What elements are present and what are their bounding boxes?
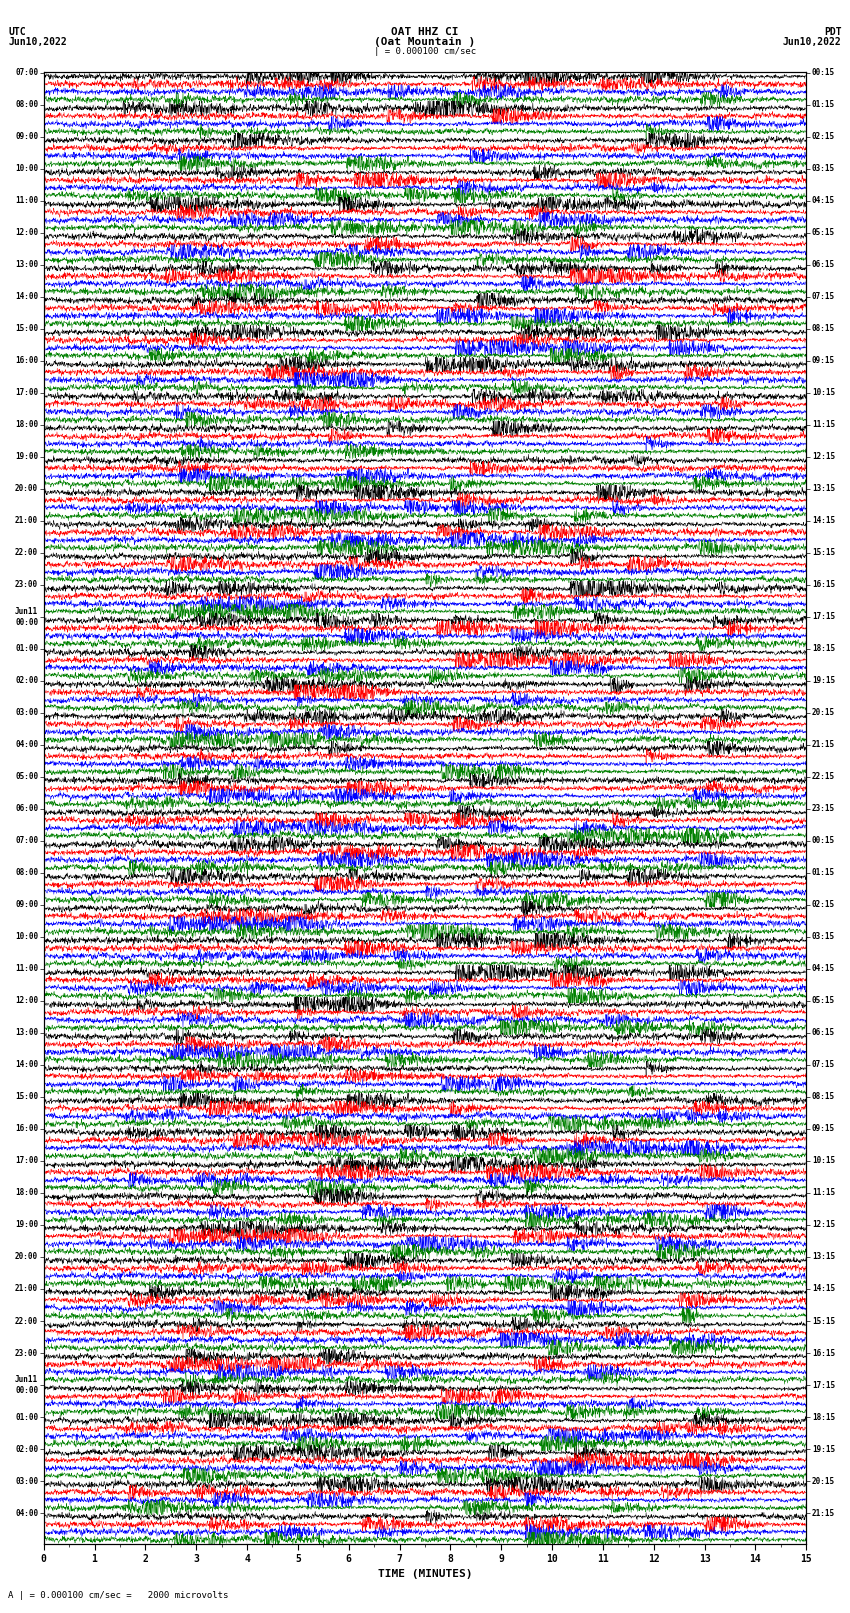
Text: Jun10,2022: Jun10,2022 xyxy=(8,37,67,47)
Text: OAT HHZ CI: OAT HHZ CI xyxy=(391,27,459,37)
Text: (Oat Mountain ): (Oat Mountain ) xyxy=(374,37,476,47)
X-axis label: TIME (MINUTES): TIME (MINUTES) xyxy=(377,1569,473,1579)
Text: A | = 0.000100 cm/sec =   2000 microvolts: A | = 0.000100 cm/sec = 2000 microvolts xyxy=(8,1590,229,1600)
Text: Jun10,2022: Jun10,2022 xyxy=(783,37,842,47)
Text: UTC: UTC xyxy=(8,27,26,37)
Text: | = 0.000100 cm/sec: | = 0.000100 cm/sec xyxy=(374,47,476,56)
Text: PDT: PDT xyxy=(824,27,842,37)
